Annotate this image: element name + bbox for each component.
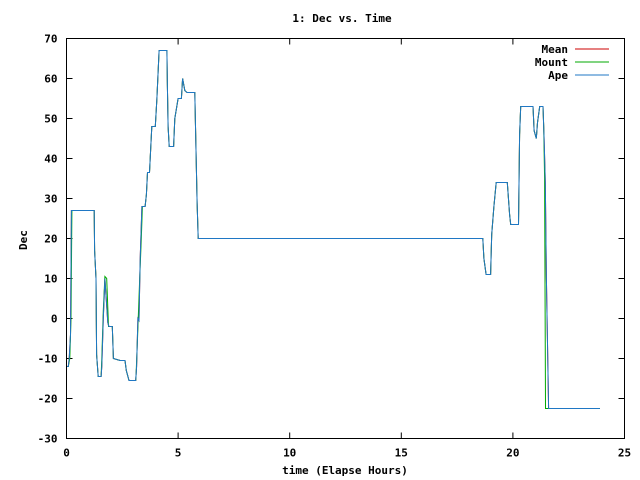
legend-label-mount: Mount [535, 56, 568, 69]
axis-ticks: -30 -20 -10 0 10 20 30 40 50 60 70 0 5 10 15 20 25 [38, 33, 632, 460]
y-tick-label: 10 [44, 273, 57, 286]
chart-title: 1: Dec vs. Time [292, 12, 392, 25]
y-tick-label: 30 [44, 193, 57, 206]
x-tick-label: 0 [63, 447, 70, 460]
y-tick-label: 70 [44, 33, 57, 46]
y-tick-label: -10 [38, 353, 58, 366]
x-tick-label: 25 [618, 447, 631, 460]
x-axis-label: time (Elapse Hours) [282, 464, 408, 477]
plot-frame [66, 38, 625, 439]
legend-label-ape: Ape [548, 69, 568, 82]
y-tick-label: 20 [44, 233, 57, 246]
x-tick-label: 20 [506, 447, 519, 460]
x-tick-label: 5 [175, 447, 182, 460]
y-tick-label: 0 [51, 313, 58, 326]
y-tick-label: 60 [44, 73, 57, 86]
y-axis-label: Dec [17, 230, 30, 250]
y-tick-label: -20 [38, 393, 58, 406]
plot-lines [66, 50, 600, 409]
y-tick-label: -30 [38, 433, 58, 446]
legend-label-mean: Mean [542, 43, 569, 56]
y-tick-label: 40 [44, 153, 57, 166]
x-tick-label: 10 [283, 447, 296, 460]
series-line-ape [66, 50, 600, 409]
x-tick-label: 15 [395, 447, 408, 460]
y-tick-label: 50 [44, 113, 57, 126]
